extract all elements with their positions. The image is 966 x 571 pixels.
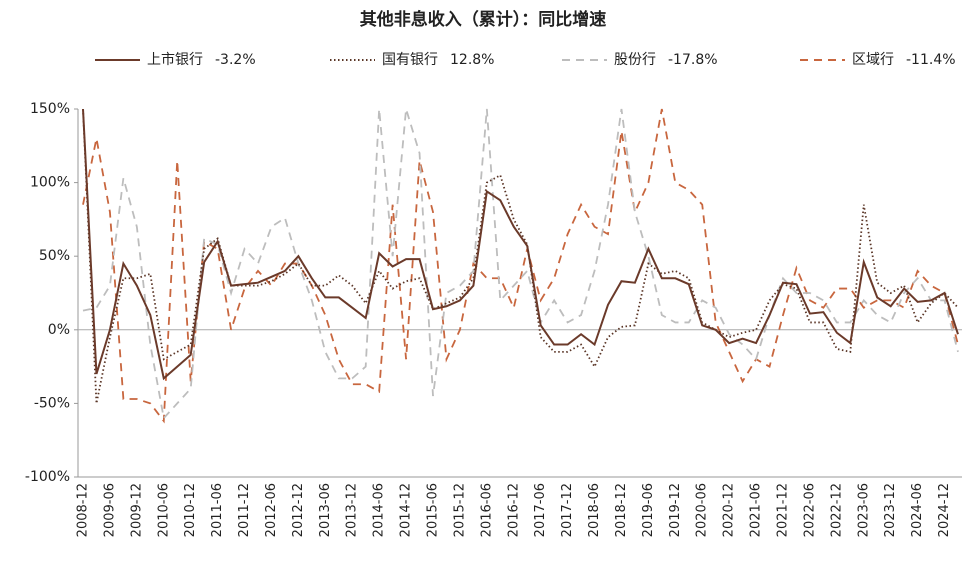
x-tick-label: 2020-12 [722,483,737,537]
x-tick-label: 2008-12 [76,483,91,537]
legend-value: -17.8% [668,52,718,68]
legend-value: 12.8% [450,52,494,68]
chart-title: 其他非息收入（累计）：同比增速 [360,9,607,30]
x-tick-label: 2024-06 [910,483,925,537]
x-tick-label: 2024-12 [937,483,952,537]
x-tick-label: 2023-12 [883,483,898,537]
x-tick-label: 2020-06 [695,483,710,537]
x-tick-label: 2009-06 [102,483,117,537]
x-tick-label: 2017-12 [560,483,575,537]
x-tick-label: 2017-06 [533,483,548,537]
y-tick-label: -100% [25,469,70,485]
x-tick-label: 2009-12 [129,483,144,537]
x-tick-label: 2010-12 [183,483,198,537]
legend-label: 上市银行 [147,51,203,68]
x-tick-label: 2010-06 [156,483,171,537]
x-tick-label: 2019-12 [668,483,683,537]
y-tick-label: 50% [39,248,70,264]
x-tick-label: 2018-06 [587,483,602,537]
legend-value: -3.2% [215,52,256,68]
y-tick-label: -50% [34,395,70,411]
x-tick-label: 2012-06 [264,483,279,537]
x-tick-label: 2022-12 [829,483,844,537]
legend-label: 区域行 [852,52,894,68]
x-tick-label: 2022-06 [802,483,817,537]
series-line [82,108,959,424]
x-tick-label: 2013-12 [345,483,360,537]
x-tick-label: 2012-12 [291,483,306,537]
x-tick-label: 2011-12 [237,483,252,537]
y-tick-label: 0% [48,322,70,338]
series-line [82,108,959,421]
x-tick-label: 2016-06 [479,483,494,537]
y-tick-label: 150% [30,101,70,117]
series-line [82,108,959,381]
y-tick-label: 100% [30,175,70,191]
x-tick-label: 2013-06 [318,483,333,537]
x-tick-label: 2019-06 [641,483,656,537]
x-tick-label: 2016-12 [506,483,521,537]
x-tick-label: 2011-06 [210,483,225,537]
legend-label: 国有银行 [382,52,438,68]
legend-value: -11.4% [906,52,956,68]
legend-label: 股份行 [614,52,656,68]
x-tick-label: 2023-06 [856,483,871,537]
x-tick-label: 2021-12 [776,483,791,537]
x-tick-label: 2015-12 [452,483,467,537]
x-tick-label: 2014-12 [399,483,414,537]
series-line [82,108,959,404]
x-tick-label: 2018-12 [614,483,629,537]
x-tick-label: 2015-06 [426,483,441,537]
x-tick-label: 2014-06 [372,483,387,537]
x-tick-label: 2021-06 [749,483,764,537]
